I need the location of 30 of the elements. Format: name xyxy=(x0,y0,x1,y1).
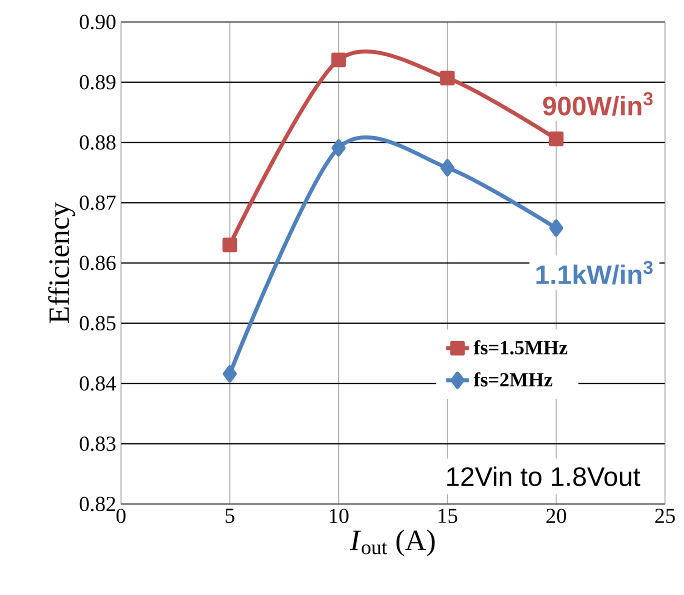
x-tick-label: 25 xyxy=(655,508,675,524)
point xyxy=(222,365,237,383)
point xyxy=(222,238,238,252)
y-tick-label: 0.82 xyxy=(80,496,116,512)
y-tick-label: 0.86 xyxy=(80,256,116,270)
point xyxy=(440,70,455,86)
point xyxy=(331,52,346,68)
y-tick-label: 0.84 xyxy=(80,376,116,391)
point xyxy=(440,159,454,176)
y-tick-label: 0.88 xyxy=(80,135,116,150)
x-axis-title: I$_{out}$ (A) xyxy=(350,530,435,556)
annotation: 12Vin to 1.8Vout xyxy=(447,466,640,486)
y-tick-label: 0.89 xyxy=(80,75,116,90)
legend-label: fs=1.5MHz xyxy=(474,340,568,355)
x-tick-label: 5 xyxy=(226,508,234,523)
point xyxy=(548,132,564,146)
x-tick-label: 0 xyxy=(116,508,126,524)
legend-label: fs=2MHz xyxy=(474,372,552,386)
y-tick-label: 0.83 xyxy=(80,436,116,451)
annotation: 1.1kW/in$^{3}$ xyxy=(536,260,653,284)
y-tick-label: 0.85 xyxy=(80,316,116,330)
x-tick-label: 20 xyxy=(546,508,566,524)
point xyxy=(549,219,564,237)
x-tick-label: 15 xyxy=(438,508,458,524)
y-tick-label: 0.87 xyxy=(80,196,116,210)
annotation: 900W/in$^{3}$ xyxy=(543,92,653,116)
point xyxy=(332,139,346,157)
x-tick-label: 10 xyxy=(330,508,348,524)
y-tick-label: 0.90 xyxy=(80,14,116,30)
y-axis-title: Efficiency xyxy=(48,202,76,323)
